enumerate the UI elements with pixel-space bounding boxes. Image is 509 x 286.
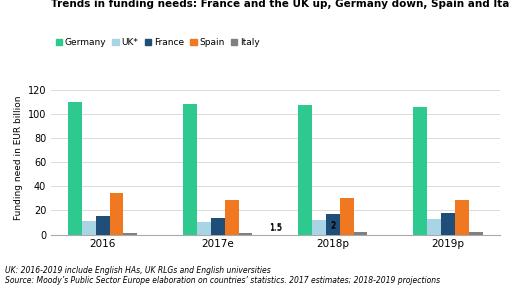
Bar bbox=[82, 221, 96, 235]
Bar bbox=[312, 220, 325, 235]
Text: 1.5: 1.5 bbox=[268, 224, 281, 233]
Bar bbox=[427, 219, 440, 235]
Bar bbox=[468, 232, 482, 235]
Bar bbox=[123, 233, 137, 235]
Bar bbox=[440, 213, 454, 235]
Text: 2: 2 bbox=[330, 222, 335, 231]
Bar bbox=[68, 102, 82, 235]
Bar bbox=[325, 214, 339, 235]
Bar bbox=[238, 233, 252, 235]
Text: 1.5: 1.5 bbox=[268, 223, 281, 232]
Bar bbox=[339, 198, 353, 235]
Bar bbox=[224, 200, 238, 235]
Bar bbox=[454, 200, 468, 235]
Bar bbox=[298, 106, 312, 235]
Bar bbox=[211, 218, 224, 235]
Y-axis label: Funding need in EUR billion: Funding need in EUR billion bbox=[14, 95, 23, 220]
Bar bbox=[183, 104, 197, 235]
Bar bbox=[413, 107, 427, 235]
Legend: Germany, UK*, France, Spain, Italy: Germany, UK*, France, Spain, Italy bbox=[55, 38, 259, 47]
Bar bbox=[96, 217, 109, 235]
Bar bbox=[353, 232, 367, 235]
Bar bbox=[197, 223, 211, 235]
Text: Trends in funding needs: France and the UK up, Germany down, Spain and Italy fla: Trends in funding needs: France and the … bbox=[51, 0, 509, 9]
Text: UK: 2016-2019 include English HAs, UK RLGs and English universities: UK: 2016-2019 include English HAs, UK RL… bbox=[5, 266, 270, 275]
Bar bbox=[109, 194, 123, 235]
Text: 2: 2 bbox=[330, 221, 335, 230]
Text: Source: Moody’s Public Sector Europe elaboration on countries’ statistics. 2017 : Source: Moody’s Public Sector Europe ela… bbox=[5, 276, 439, 285]
